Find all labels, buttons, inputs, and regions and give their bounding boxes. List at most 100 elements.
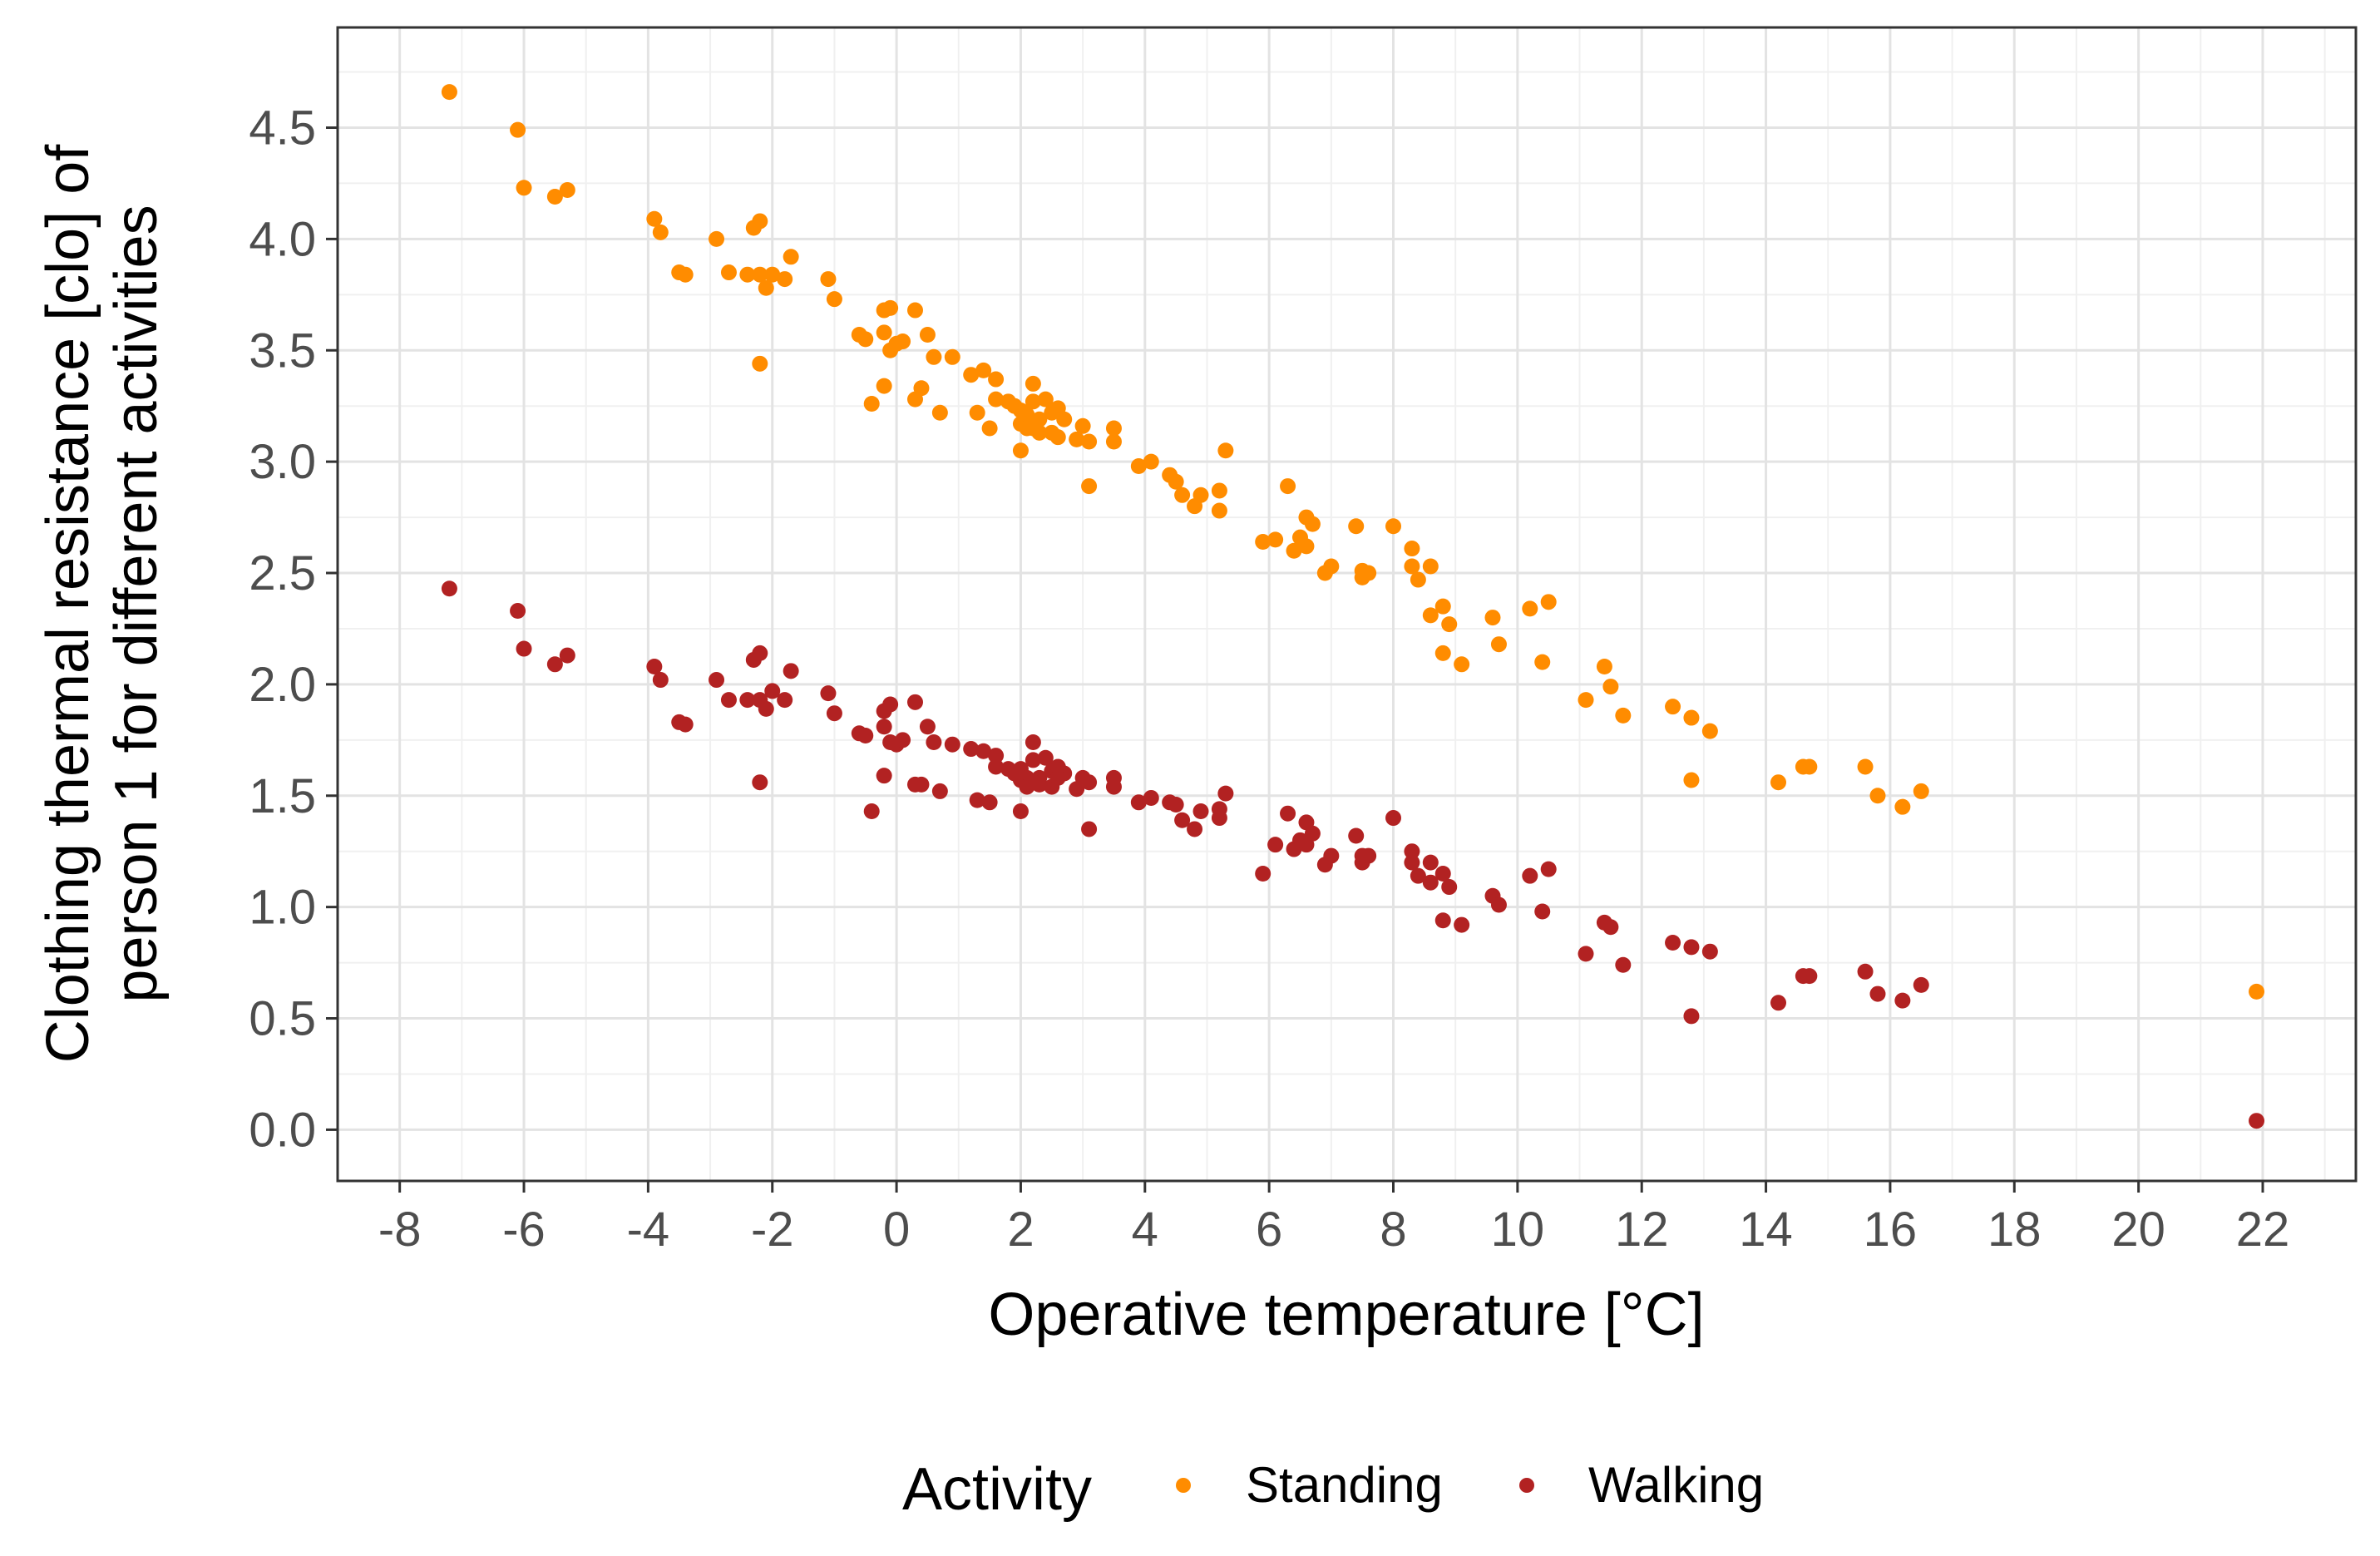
plot-panel-border [336, 26, 2358, 1183]
point-walking-27 [895, 732, 911, 748]
grid-minor [338, 27, 2356, 1181]
point-walking-89 [1348, 827, 1365, 844]
point-standing-2 [516, 180, 532, 196]
point-walking-35 [876, 768, 892, 784]
point-walking-39 [963, 741, 980, 758]
point-walking-21 [826, 705, 842, 722]
point-standing-107 [1534, 654, 1551, 670]
point-standing-62 [1012, 442, 1029, 459]
point-standing-114 [1701, 723, 1718, 739]
point-standing-31 [919, 327, 936, 343]
point-standing-99 [1434, 598, 1451, 615]
x-tick-label-5: 2 [1007, 1203, 1034, 1257]
point-walking-96 [1410, 867, 1426, 884]
point-walking-88 [1323, 847, 1340, 864]
point-walking-31 [919, 719, 936, 735]
point-standing-98 [1422, 607, 1439, 624]
point-standing-30 [906, 302, 923, 319]
point-standing-3 [546, 188, 563, 205]
point-standing-4 [559, 181, 575, 198]
point-standing-80 [1267, 531, 1284, 548]
point-standing-20 [820, 271, 837, 288]
point-standing-112 [1665, 699, 1681, 715]
point-walking-119 [1857, 963, 1874, 980]
point-walking-59 [1031, 776, 1048, 793]
point-standing-101 [1434, 645, 1451, 661]
point-standing-106 [1540, 594, 1557, 610]
point-walking-18 [777, 692, 793, 709]
x-tick-label-2: -4 [627, 1203, 670, 1257]
point-walking-8 [677, 716, 694, 733]
point-standing-118 [1801, 758, 1818, 775]
x-tick-label-7: 6 [1256, 1203, 1282, 1257]
point-walking-19 [783, 663, 799, 679]
point-standing-70 [1143, 453, 1159, 470]
point-standing-35 [876, 378, 892, 394]
point-walking-23 [857, 727, 874, 743]
point-walking-110 [1602, 919, 1619, 936]
point-standing-96 [1410, 571, 1426, 588]
point-walking-101 [1434, 912, 1451, 929]
point-walking-105 [1522, 867, 1538, 884]
point-walking-69 [1130, 794, 1147, 811]
point-walking-100 [1441, 879, 1458, 896]
point-walking-43 [988, 748, 1005, 764]
point-walking-121 [1894, 992, 1911, 1009]
point-walking-102 [1454, 916, 1470, 933]
point-walking-92 [1354, 847, 1370, 864]
y-tick-label-7: 3.5 [249, 324, 316, 378]
point-standing-75 [1192, 487, 1209, 503]
legend-label-walking: Walking [1588, 1457, 1764, 1513]
y-tick-label-1: 0.5 [249, 992, 316, 1046]
point-standing-25 [882, 299, 899, 316]
point-walking-29 [882, 734, 899, 751]
point-standing-33 [944, 348, 960, 365]
y-axis-title: Clothing thermal resistance [clo] of per… [35, 144, 170, 1064]
point-standing-73 [1174, 487, 1191, 503]
point-standing-43 [988, 371, 1005, 388]
point-standing-8 [677, 266, 694, 283]
point-walking-10 [720, 692, 737, 709]
point-standing-108 [1578, 692, 1594, 709]
y-tick-label-8: 4.0 [249, 212, 316, 266]
x-tick-label-13: 18 [1987, 1203, 2042, 1257]
y-tick-label-5: 2.5 [249, 546, 316, 600]
point-walking-16 [764, 683, 781, 699]
point-walking-62 [1012, 803, 1029, 820]
point-walking-72 [1168, 796, 1184, 813]
point-walking-52 [1037, 749, 1054, 766]
point-standing-105 [1522, 600, 1538, 617]
point-walking-106 [1540, 861, 1557, 877]
point-standing-103 [1484, 610, 1501, 626]
y-axis-title-line-1: Clothing thermal resistance [clo] of [35, 144, 101, 1064]
point-standing-27 [895, 333, 911, 350]
point-standing-38 [931, 404, 948, 421]
y-tick-label-6: 3.0 [249, 435, 316, 489]
point-walking-97 [1422, 854, 1439, 871]
point-standing-66 [1105, 420, 1122, 437]
point-walking-25 [882, 696, 899, 713]
point-standing-34 [863, 396, 880, 412]
point-walking-2 [516, 640, 532, 657]
point-walking-58 [1019, 778, 1035, 795]
point-standing-63 [1069, 431, 1085, 447]
y-tick-label-3: 1.5 [249, 769, 316, 823]
point-walking-78 [1217, 785, 1234, 802]
point-standing-86 [1298, 538, 1315, 555]
point-standing-72 [1168, 473, 1184, 490]
point-standing-121 [1894, 798, 1911, 815]
point-walking-70 [1143, 789, 1159, 806]
point-walking-40 [969, 792, 985, 808]
point-standing-56 [1025, 375, 1041, 392]
point-standing-77 [1211, 502, 1227, 519]
point-walking-123 [2249, 1113, 2265, 1129]
point-walking-118 [1801, 968, 1818, 985]
point-standing-11 [739, 266, 756, 283]
point-standing-59 [1031, 424, 1048, 441]
legend-title: Activity [902, 1456, 1092, 1523]
point-walking-114 [1701, 943, 1718, 960]
point-standing-32 [926, 348, 942, 365]
point-walking-113 [1683, 939, 1700, 956]
point-walking-108 [1578, 946, 1594, 962]
point-walking-77 [1211, 810, 1227, 827]
